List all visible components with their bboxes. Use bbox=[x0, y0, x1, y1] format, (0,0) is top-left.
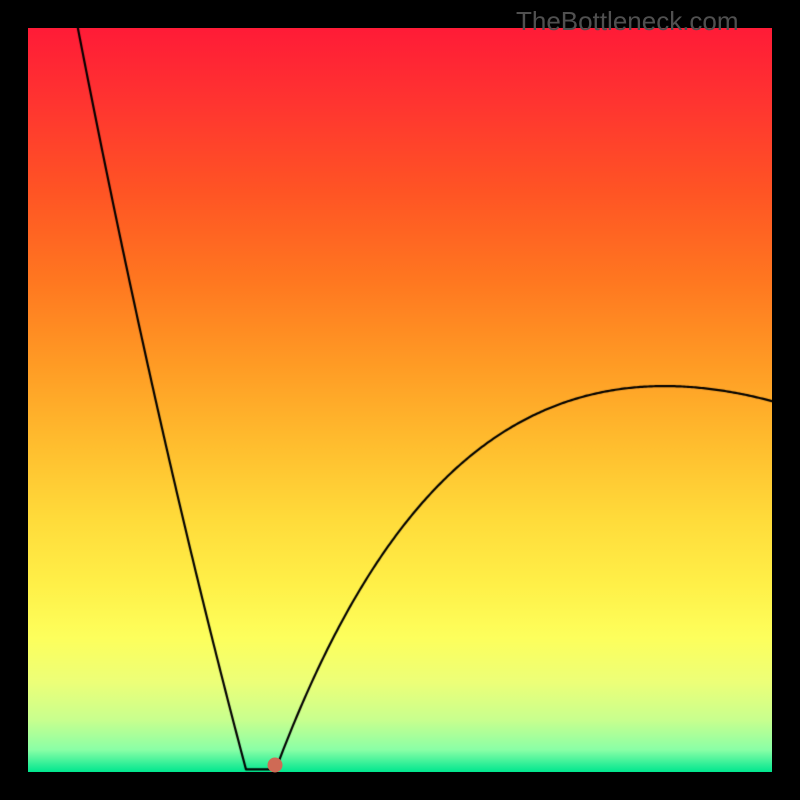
plot-area bbox=[28, 28, 772, 772]
optimal-point-marker bbox=[268, 757, 283, 772]
bottleneck-curve bbox=[28, 28, 772, 772]
chart-container: TheBottleneck.com bbox=[0, 0, 800, 800]
watermark-text: TheBottleneck.com bbox=[516, 6, 739, 37]
